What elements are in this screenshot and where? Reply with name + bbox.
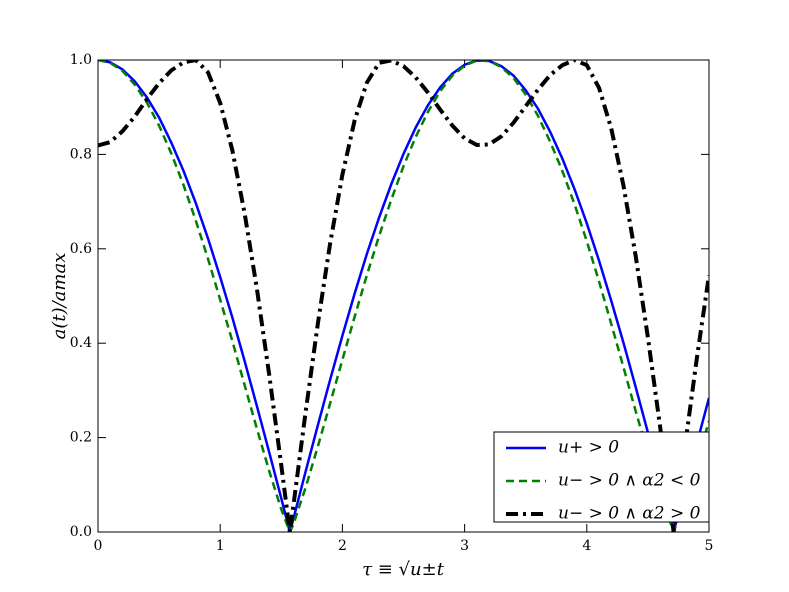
legend-label: u+ > 0	[558, 438, 619, 458]
series-line	[98, 60, 709, 532]
legend-label: u− > 0 ∧ α2 > 0	[558, 504, 701, 524]
x-tick-label: 4	[582, 538, 591, 554]
plot-frame	[97, 59, 710, 533]
x-tick-label: 0	[94, 538, 103, 554]
y-axis-label: a(t)/amax	[49, 253, 70, 340]
y-tick-label: 0.4	[70, 335, 92, 351]
plot-lines	[98, 60, 709, 532]
x-tick-label: 2	[338, 538, 347, 554]
y-tick-label: 0.2	[70, 430, 92, 446]
legend: u+ > 0 u− > 0 ∧ α2 < 0 u− > 0 ∧ α2 > 0	[493, 431, 710, 524]
y-tick-label: 0.6	[70, 241, 92, 257]
y-tick-label: 0.8	[70, 146, 92, 162]
series-line	[98, 60, 709, 532]
y-tick-label: 1.0	[70, 52, 92, 68]
x-axis-label: τ ≡ √u±t	[362, 559, 445, 580]
x-tick-label: 5	[705, 538, 714, 554]
x-tick-label: 3	[460, 538, 469, 554]
x-tick-label: 1	[216, 538, 225, 554]
y-tick-label: 0.0	[70, 524, 92, 540]
legend-label: u− > 0 ∧ α2 < 0	[558, 471, 701, 491]
series-line	[98, 60, 709, 532]
